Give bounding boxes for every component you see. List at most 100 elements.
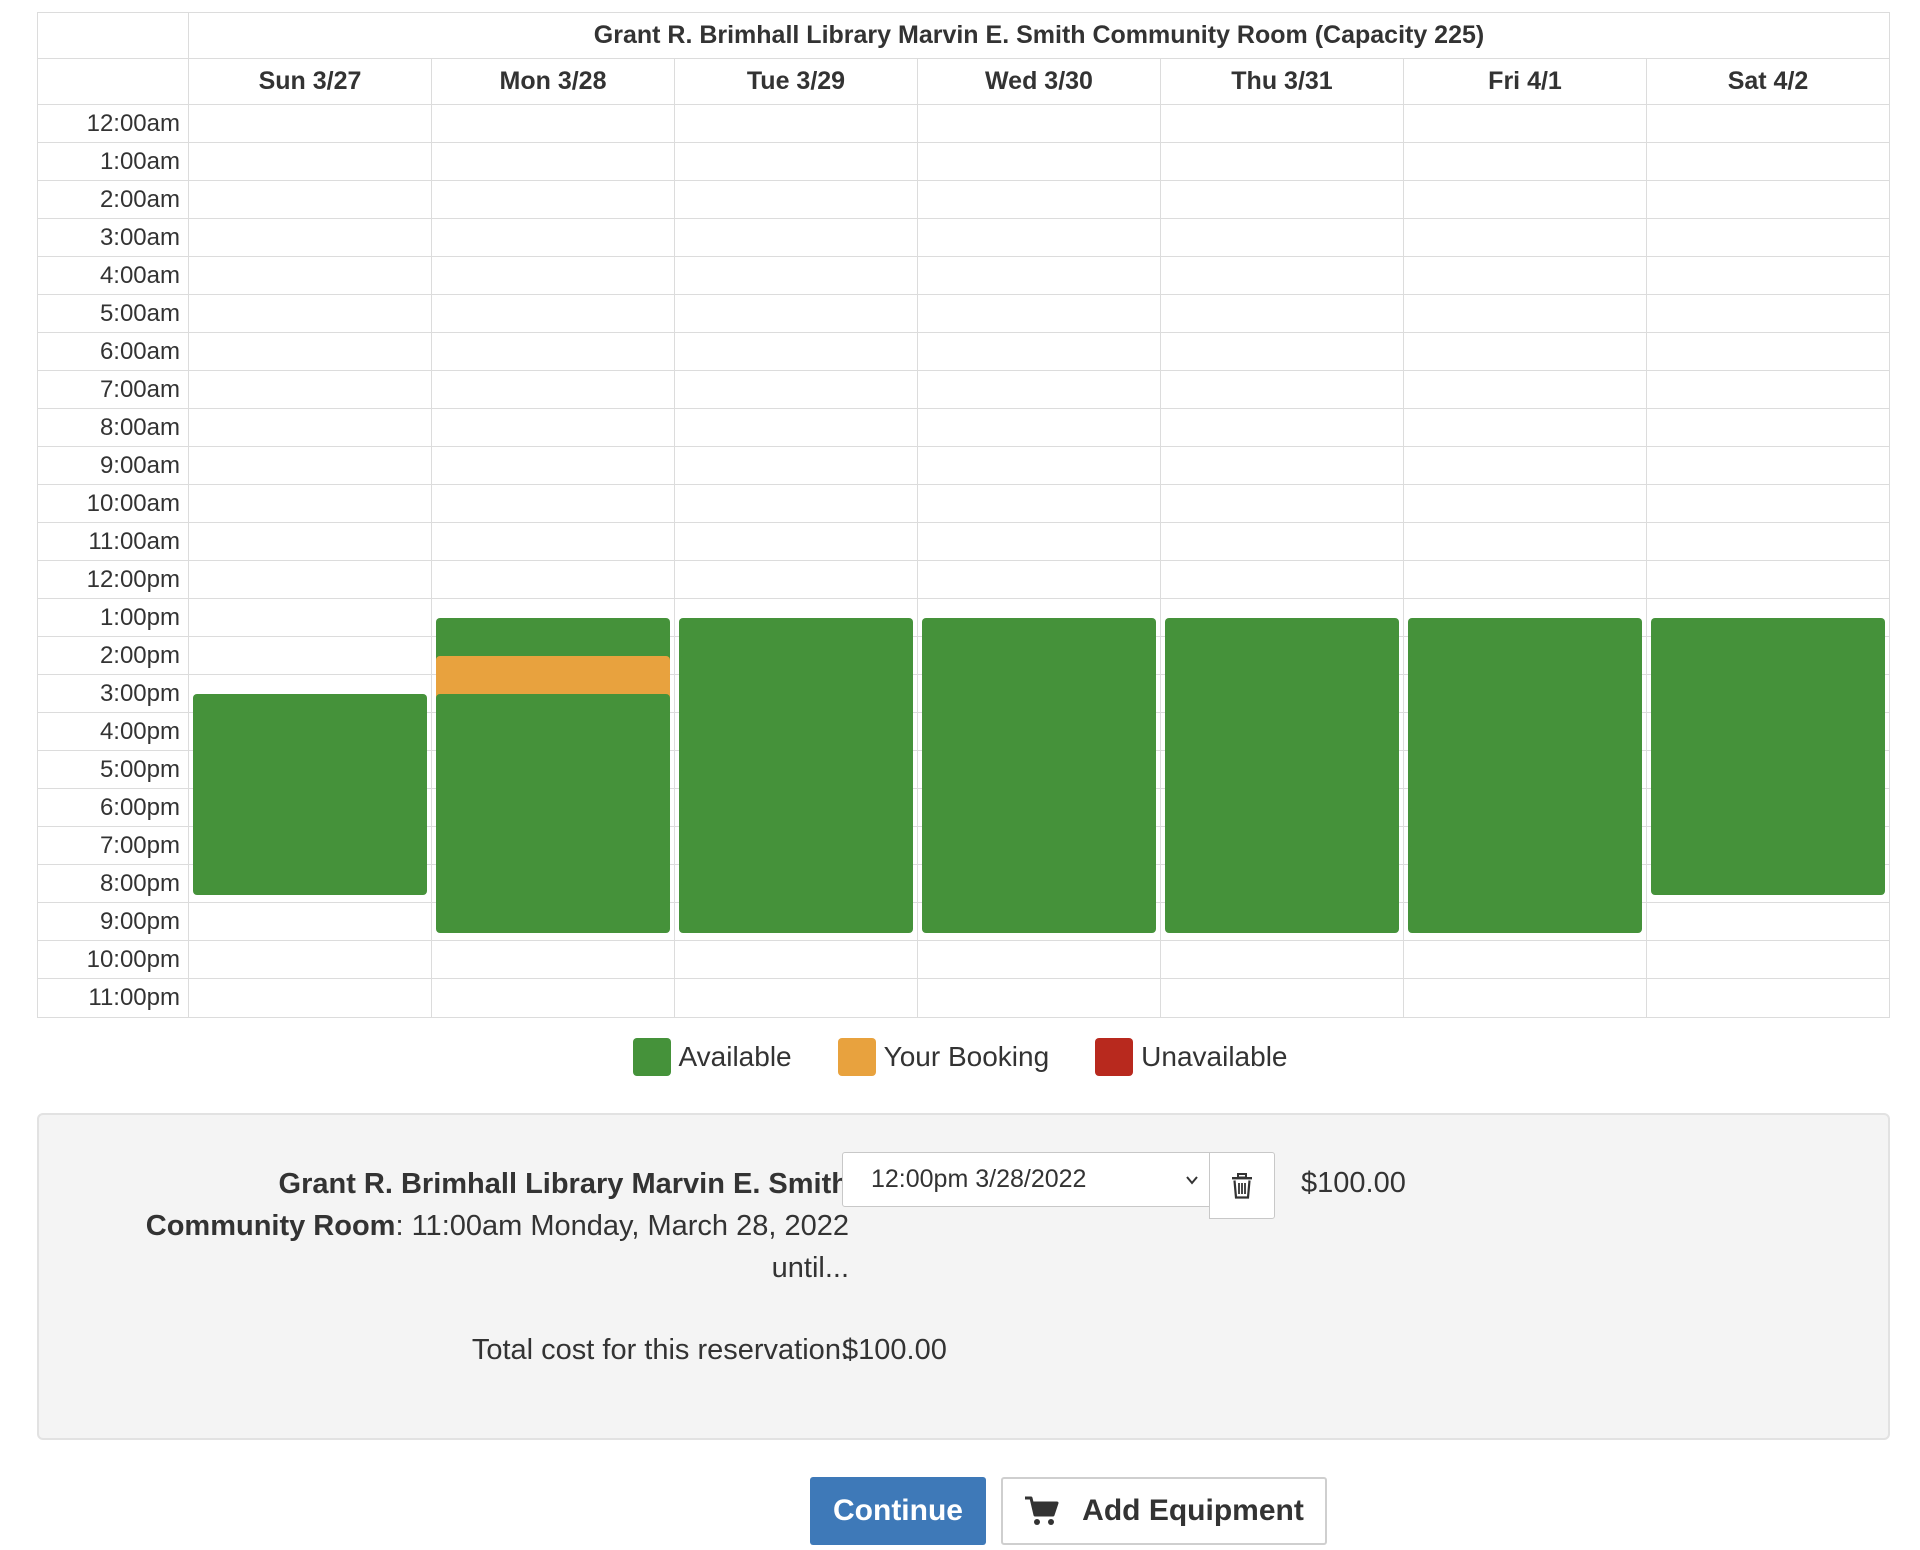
calendar-cell	[1647, 219, 1889, 257]
time-row: 10:00am	[38, 485, 1889, 523]
calendar-cell	[432, 409, 675, 447]
time-label: 2:00pm	[38, 637, 189, 675]
time-row: 7:00am	[38, 371, 1889, 409]
calendar-cell	[918, 903, 1161, 941]
calendar-cell	[432, 219, 675, 257]
time-label: 8:00am	[38, 409, 189, 447]
calendar-cell	[1161, 523, 1404, 561]
time-row: 8:00pm	[38, 865, 1889, 933]
calendar-cell	[432, 941, 675, 979]
legend-available-label: Available	[678, 1041, 792, 1072]
calendar-cell	[1404, 599, 1647, 667]
room-title: Grant R. Brimhall Library Marvin E. Smit…	[189, 13, 1889, 59]
delete-slot-button[interactable]	[1209, 1152, 1275, 1219]
unavailable-swatch	[1095, 1038, 1134, 1076]
calendar-cell	[1161, 219, 1404, 257]
available-slot[interactable]	[193, 846, 427, 895]
calendar-cell	[189, 979, 432, 1017]
time-row: 5:00am	[38, 295, 1889, 333]
calendar-cell	[432, 485, 675, 523]
calendar-cell	[918, 143, 1161, 181]
calendar-cell	[675, 523, 918, 561]
calendar-cell	[1161, 295, 1404, 333]
continue-button[interactable]: Continue	[810, 1477, 986, 1545]
calendar-cell	[1647, 599, 1889, 667]
available-slot[interactable]	[679, 884, 913, 933]
available-slot[interactable]	[436, 884, 670, 933]
calendar-cell	[918, 979, 1161, 1017]
day-header: Sun 3/27	[189, 59, 432, 105]
total-cost-value: $100.00	[842, 1334, 947, 1366]
day-header: Mon 3/28	[432, 59, 675, 105]
day-header: Wed 3/30	[918, 59, 1161, 105]
calendar-cell	[189, 409, 432, 447]
calendar-cell	[432, 561, 675, 599]
calendar-cell	[432, 865, 675, 933]
booking-room-name: Grant R. Brimhall Library Marvin E. Smit…	[145, 1168, 849, 1242]
calendar-cell	[1647, 143, 1889, 181]
calendar-cell	[1647, 561, 1889, 599]
calendar-cell	[675, 903, 918, 941]
time-label: 3:00pm	[38, 675, 189, 713]
available-slot[interactable]	[1165, 884, 1399, 933]
calendar-cell	[918, 561, 1161, 599]
calendar-cell	[432, 143, 675, 181]
calendar-cell	[432, 979, 675, 1017]
add-equipment-button[interactable]: Add Equipment	[1001, 1477, 1327, 1545]
calendar-cell	[1161, 447, 1404, 485]
calendar-cell	[1161, 181, 1404, 219]
calendar-cell	[189, 485, 432, 523]
calendar-cell	[1161, 941, 1404, 979]
calendar-cell	[675, 257, 918, 295]
end-time-value: 12:00pm 3/28/2022	[871, 1165, 1087, 1193]
day-header: Tue 3/29	[675, 59, 918, 105]
calendar-cell	[918, 333, 1161, 371]
time-label: 6:00pm	[38, 789, 189, 827]
legend: Available Your Booking Unavailable	[0, 1038, 1920, 1076]
calendar-cell	[1647, 523, 1889, 561]
calendar-cell	[1404, 295, 1647, 333]
calendar-cell	[1404, 105, 1647, 143]
calendar-cell	[1647, 295, 1889, 333]
calendar-cell	[918, 105, 1161, 143]
calendar-cell	[1647, 105, 1889, 143]
calendar-cell	[189, 447, 432, 485]
calendar-cell	[189, 333, 432, 371]
calendar-cell	[675, 409, 918, 447]
time-label: 12:00am	[38, 105, 189, 143]
calendar-cell	[432, 371, 675, 409]
time-label: 9:00pm	[38, 903, 189, 941]
available-slot[interactable]	[922, 884, 1156, 933]
calendar-cell	[1161, 105, 1404, 143]
calendar-cell	[675, 371, 918, 409]
time-label: 5:00pm	[38, 751, 189, 789]
calendar-cell	[189, 105, 432, 143]
time-label: 1:00pm	[38, 599, 189, 637]
corner-cell	[38, 59, 189, 105]
legend-available: Available	[632, 1038, 792, 1076]
calendar-grid: 12:00am 1:00am 2:00am 3:00am 4:00am 5:00am 6:0…	[38, 105, 1889, 1017]
calendar-cell	[1647, 827, 1889, 895]
available-slot[interactable]	[1651, 846, 1885, 895]
calendar-cell	[1161, 599, 1404, 667]
time-row: 11:00am	[38, 523, 1889, 561]
time-label: 7:00pm	[38, 827, 189, 865]
calendar-cell	[1161, 903, 1404, 941]
calendar-cell	[1404, 903, 1647, 941]
calendar-cell	[675, 143, 918, 181]
calendar-cell	[675, 295, 918, 333]
time-row: 4:00am	[38, 257, 1889, 295]
calendar-cell	[1404, 219, 1647, 257]
calendar-cell	[1404, 941, 1647, 979]
end-time-select[interactable]: 12:00pm 3/28/2022	[842, 1152, 1210, 1207]
calendar-cell	[189, 599, 432, 637]
calendar-cell	[918, 523, 1161, 561]
calendar-cell	[675, 219, 918, 257]
available-slot[interactable]	[1408, 884, 1642, 933]
day-header-row: Sun 3/27 Mon 3/28 Tue 3/29 Wed 3/30 Thu 3/31…	[38, 59, 1889, 105]
slot-price: $100.00	[1301, 1167, 1406, 1199]
time-row: 12:00am	[38, 105, 1889, 143]
calendar-cell	[1647, 257, 1889, 295]
time-row: 9:00am	[38, 447, 1889, 485]
time-label: 8:00pm	[38, 865, 189, 903]
